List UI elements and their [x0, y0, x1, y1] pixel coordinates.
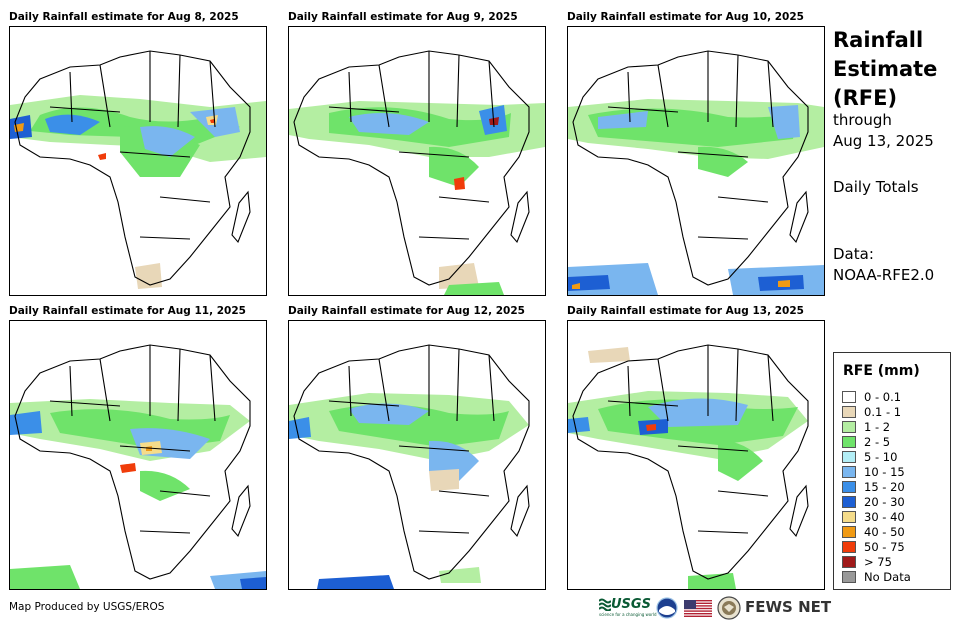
noaa-logo-icon	[656, 597, 678, 619]
legend-title: RFE (mm)	[843, 363, 920, 379]
rainfall-map	[288, 320, 546, 590]
legend-label: 0 - 0.1	[864, 390, 902, 404]
legend-swatch	[842, 571, 856, 583]
fews-net-logo: FEWS NET	[745, 598, 832, 616]
legend-label: > 75	[864, 555, 892, 569]
legend-label: 30 - 40	[864, 510, 905, 524]
africa-map-aug-13	[568, 344, 809, 589]
legend-label: 40 - 50	[864, 525, 905, 539]
panel-title: Daily Rainfall estimate for Aug 10, 2025	[567, 11, 804, 23]
panel-title: Daily Rainfall estimate for Aug 12, 2025	[288, 305, 525, 317]
usgs-tagline: science for a changing world	[599, 612, 657, 617]
rainfall-map	[567, 320, 825, 590]
state-dept-seal-icon	[717, 596, 741, 620]
usgs-wave-icon	[599, 598, 611, 611]
panel-title: Daily Rainfall estimate for Aug 11, 2025	[9, 305, 246, 317]
africa-map-aug-12	[289, 344, 530, 589]
legend-swatch	[842, 541, 856, 553]
legend-swatch	[842, 421, 856, 433]
legend-swatch	[842, 511, 856, 523]
title-line-1: Rainfall	[833, 28, 924, 52]
legend-swatch	[842, 496, 856, 508]
rainfall-map	[288, 26, 546, 296]
legend-label: 10 - 15	[864, 465, 905, 479]
legend-label: No Data	[864, 570, 911, 584]
legend-label: 1 - 2	[864, 420, 891, 434]
legend-swatch	[842, 466, 856, 478]
legend-swatch	[842, 436, 856, 448]
through-label: through	[833, 111, 892, 129]
panel-title: Daily Rainfall estimate for Aug 13, 2025	[567, 305, 804, 317]
legend-label: 0.1 - 1	[864, 405, 902, 419]
title-line-3: (RFE)	[833, 86, 898, 110]
title-line-2: Estimate	[833, 57, 938, 81]
legend-swatch	[842, 481, 856, 493]
africa-map-aug-11	[10, 344, 266, 589]
legend-label: 20 - 30	[864, 495, 905, 509]
legend-swatch	[842, 556, 856, 568]
legend-label: 5 - 10	[864, 450, 898, 464]
legend-swatch	[842, 451, 856, 463]
africa-map-aug-9	[289, 50, 545, 295]
totals-label: Daily Totals	[833, 178, 919, 196]
us-flag-icon	[684, 600, 712, 617]
panel-title: Daily Rainfall estimate for Aug 9, 2025	[288, 11, 518, 23]
rainfall-map	[567, 26, 825, 296]
rainfall-map	[9, 26, 267, 296]
usgs-logo-text: USGS	[611, 597, 651, 612]
legend-swatch	[842, 526, 856, 538]
panel-title: Daily Rainfall estimate for Aug 8, 2025	[9, 11, 239, 23]
map-credit: Map Produced by USGS/EROS	[9, 601, 165, 613]
legend-label: 2 - 5	[864, 435, 891, 449]
data-label: Data:	[833, 245, 874, 263]
usgs-logo: USGS science for a changing world	[599, 597, 657, 621]
data-source: NOAA-RFE2.0	[833, 266, 935, 284]
legend-label: 50 - 75	[864, 540, 905, 554]
legend-swatch	[842, 391, 856, 403]
sidebar-title: Rainfall Estimate (RFE)	[833, 26, 937, 113]
legend-swatch	[842, 406, 856, 418]
rainfall-map	[9, 320, 267, 590]
africa-map-aug-10	[568, 50, 824, 295]
legend-label: 15 - 20	[864, 480, 905, 494]
africa-map-aug-8	[10, 50, 266, 289]
through-date: Aug 13, 2025	[833, 132, 934, 150]
